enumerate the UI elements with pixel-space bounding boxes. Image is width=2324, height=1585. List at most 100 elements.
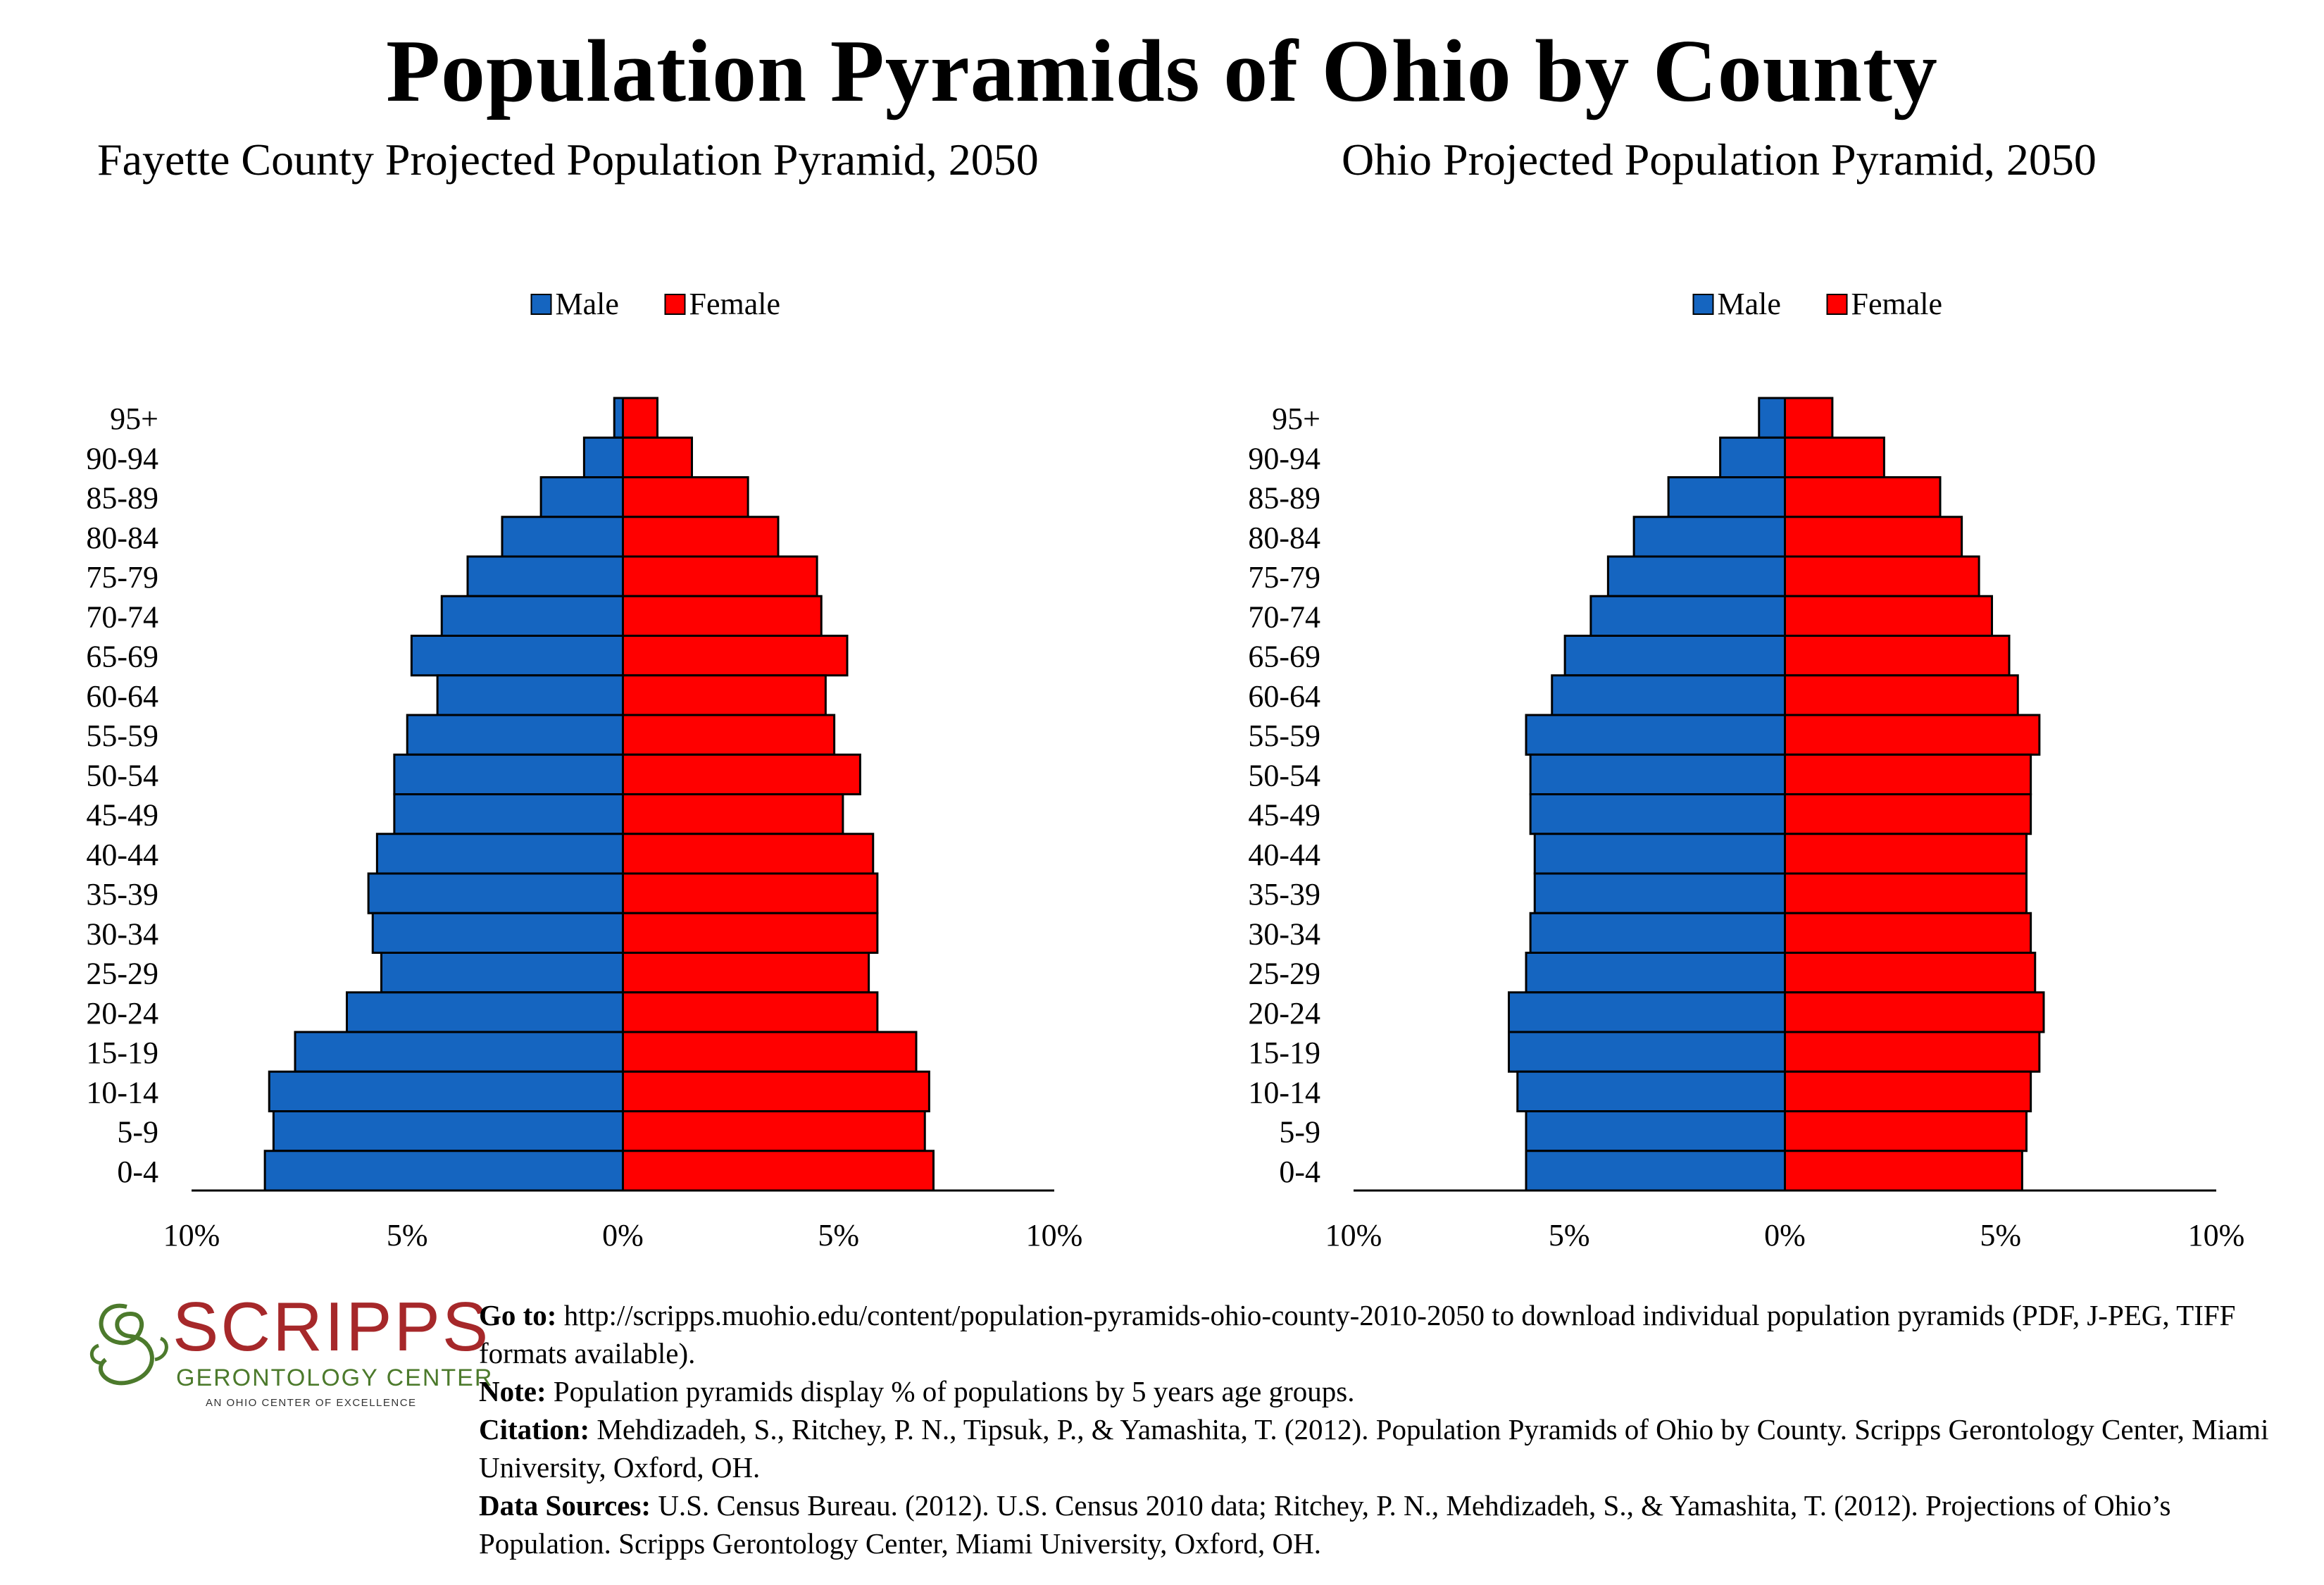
female-bar — [1784, 753, 2032, 795]
male-bar — [613, 397, 624, 439]
female-bar — [1784, 397, 1834, 439]
male-bar — [406, 714, 624, 756]
male-bar — [1533, 833, 1786, 875]
footer-note-text: Population pyramids display % of populat… — [553, 1375, 1355, 1407]
scripps-swirl-icon — [90, 1303, 168, 1386]
age-group-label: 55-59 — [86, 719, 158, 753]
age-group-label: 50-54 — [86, 758, 158, 792]
legend-swatch — [530, 294, 552, 315]
x-tick-label: 5% — [387, 1218, 428, 1253]
age-group-label: 20-24 — [86, 996, 158, 1031]
age-group-label: 75-79 — [1248, 560, 1320, 595]
age-group-label: 0-4 — [117, 1155, 158, 1189]
male-bar — [440, 595, 624, 637]
female-bar — [1784, 991, 2045, 1033]
legend-swatch — [1692, 294, 1714, 315]
x-tick-label: 0% — [1764, 1218, 1806, 1253]
female-bar — [1784, 833, 2028, 875]
male-bar — [1525, 952, 1786, 994]
footer-citation: Citation: Mehdizadeh, S., Ritchey, P. N.… — [479, 1413, 2269, 1484]
male-bar — [1529, 793, 1786, 835]
male-bar — [1529, 753, 1786, 795]
female-bar — [1784, 595, 1993, 637]
ohio-pyramid-panel: Ohio Projected Population Pyramid, 2050 … — [1162, 127, 2324, 1268]
footer-goto-text: http://scripps.muohio.edu/content/popula… — [479, 1299, 2236, 1369]
male-bar — [1563, 635, 1786, 677]
footer-sources: Data Sources: U.S. Census Bureau. (2012)… — [479, 1489, 2171, 1560]
female-bar — [622, 516, 780, 558]
age-group-label: 85-89 — [86, 481, 158, 516]
male-bar — [1508, 1031, 1786, 1073]
male-bar — [1667, 476, 1786, 518]
footer-sources-text: U.S. Census Bureau. (2012). U.S. Census … — [479, 1489, 2171, 1560]
male-bar — [263, 1150, 624, 1192]
male-bar — [1606, 555, 1786, 597]
female-bar — [622, 753, 861, 795]
female-bar — [622, 1070, 930, 1112]
male-bar — [1525, 1150, 1786, 1192]
x-tick-label: 5% — [818, 1218, 859, 1253]
female-bar — [1784, 1150, 2023, 1192]
legend-label: Female — [1851, 287, 1943, 321]
x-tick-label: 10% — [163, 1218, 220, 1253]
female-bar — [622, 1150, 935, 1192]
ohio-pyramid-chart: 95+ 90-94 85-89 80-84 75-79 70-74 65-69 60-64 55… — [1248, 287, 2245, 1253]
age-group-label: 40-44 — [1248, 838, 1320, 872]
male-bar — [346, 991, 624, 1033]
x-tick-label: 10% — [2188, 1218, 2245, 1253]
male-bar — [1632, 516, 1786, 558]
age-group-label: 70-74 — [86, 599, 158, 634]
female-bar — [622, 635, 849, 677]
female-bar — [622, 991, 879, 1033]
x-tick-label: 5% — [1980, 1218, 2021, 1253]
legend-label: Female — [689, 287, 781, 321]
male-bar — [272, 1110, 624, 1152]
fayette-chart-title: Fayette County Projected Population Pyra… — [97, 135, 1039, 185]
female-bar — [622, 476, 749, 518]
legend-label: Male — [556, 287, 619, 321]
female-bar — [1784, 714, 2041, 756]
age-group-label: 35-39 — [1248, 877, 1320, 912]
female-bar — [1784, 674, 2019, 716]
logo-subtitle: GERONTOLOGY CENTER — [176, 1365, 494, 1391]
male-bar — [393, 793, 624, 835]
x-tick-label: 10% — [1325, 1218, 1382, 1253]
male-bar — [501, 516, 624, 558]
age-group-label: 40-44 — [86, 838, 158, 872]
female-bar — [622, 1110, 926, 1152]
age-group-label: 10-14 — [1248, 1075, 1320, 1110]
age-group-label: 45-49 — [86, 798, 158, 833]
age-group-label: 95+ — [1272, 402, 1320, 436]
female-bar — [1784, 1110, 2028, 1152]
female-bar — [622, 595, 823, 637]
age-group-label: 60-64 — [86, 679, 158, 714]
female-bar — [622, 674, 827, 716]
female-bar — [1784, 436, 1885, 478]
female-bar — [622, 436, 693, 478]
male-bar — [268, 1070, 624, 1112]
age-group-label: 25-29 — [86, 957, 158, 991]
legend-label: Male — [1718, 287, 1781, 321]
female-bar — [622, 833, 875, 875]
female-bar — [1784, 793, 2032, 835]
female-bar — [1784, 1031, 2041, 1073]
footer-goto: Go to: http://scripps.muohio.edu/content… — [479, 1299, 2236, 1369]
age-group-label: 35-39 — [86, 877, 158, 912]
female-bar — [622, 1031, 918, 1073]
x-tick-label: 10% — [1026, 1218, 1083, 1253]
logo-tagline: AN OHIO CENTER OF EXCELLENCE — [206, 1397, 417, 1409]
female-bar — [1784, 952, 2037, 994]
male-bar — [1551, 674, 1786, 716]
male-bar — [1525, 1110, 1786, 1152]
age-group-label: 80-84 — [86, 521, 158, 555]
male-bar — [582, 436, 624, 478]
age-group-label: 10-14 — [86, 1075, 158, 1110]
legend-swatch — [1826, 294, 1848, 315]
x-tick-label: 0% — [602, 1218, 644, 1253]
age-group-label: 80-84 — [1248, 521, 1320, 555]
age-group-label: 70-74 — [1248, 599, 1320, 634]
fayette-pyramid-chart: 95+ 90-94 85-89 80-84 75-79 70-74 65-69 60-64 55… — [86, 287, 1083, 1253]
female-bar — [622, 714, 836, 756]
age-group-label: 55-59 — [1248, 719, 1320, 753]
male-bar — [1516, 1070, 1786, 1112]
